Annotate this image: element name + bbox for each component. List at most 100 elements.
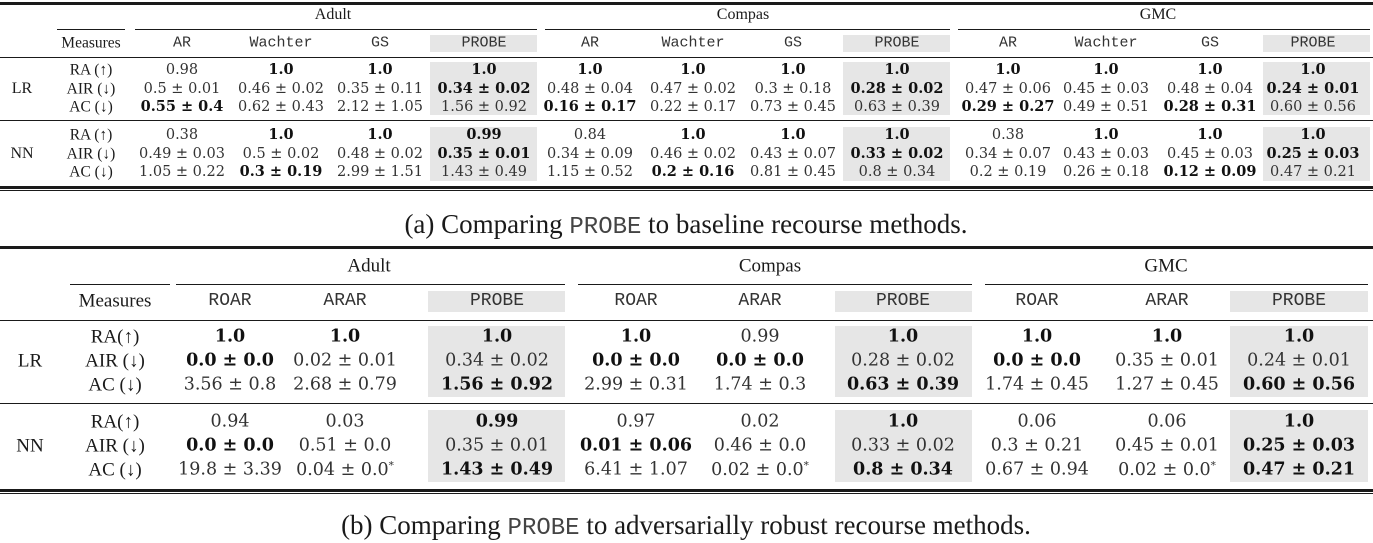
midrule [0,120,1373,122]
table-cell: 0.34 ± 0.07 [965,145,1051,162]
caption-prefix: (a) Comparing [404,209,570,239]
table-cell: 1.43 ± 0.49 [441,163,527,180]
model-label: NN [16,435,44,457]
cmidrule-adult [176,284,565,286]
table-cell: 0.2 ± 0.16 [651,162,735,180]
table-cell: 0.38 [991,126,1025,143]
table-cell: 1.0 [367,125,393,143]
highlight-header-adult [428,291,565,312]
highlight-header-gmc [1230,291,1368,312]
table-cell: 0.35 ± 0.01 [437,144,531,162]
caption-a: (a) Comparing PROBE to baseline recourse… [404,211,967,240]
measure-label: AIR (↓) [66,145,116,163]
table-cell: 1.0 [887,326,919,347]
measure-label: AIR (↓) [85,350,145,372]
caption-b: (b) Comparing PROBE to adversarially rob… [341,512,1031,541]
table-cell: 0.28 ± 0.02 [851,350,955,371]
cmidrule-compas [545,29,950,31]
table-cell: 6.41 ± 1.07 [584,459,688,480]
table-cell: 1.27 ± 0.45 [1115,374,1219,395]
table-cell: 1.0 [471,60,497,78]
measure-label: RA(↑) [90,326,140,348]
table-cell: 0.0 ± 0.0 [716,350,804,371]
table-cell: 0.35 ± 0.01 [445,435,549,456]
top-rule [0,2,1373,5]
measure-label: AC (↓) [69,163,113,181]
table-cell: 1.0 [1283,411,1315,432]
table-cell: 1.0 [680,125,706,143]
method-header: PROBE [461,34,507,52]
method-header: ROAR [208,291,252,311]
table-cell: 2.99 ± 1.51 [337,163,423,180]
measure-label: AC (↓) [88,374,142,396]
table-cell: 0.34 ± 0.02 [437,79,531,97]
table-cell: 0.12 ± 0.09 [1163,162,1257,180]
measure-label: AIR (↓) [85,435,145,457]
table-cell: 1.0 [214,326,246,347]
model-label: NN [10,145,34,162]
dataset-header: GMC [1139,6,1177,23]
caption-method: PROBE [569,214,642,241]
table-cell: 1.0 [884,125,910,143]
table-cell: 0.2 ± 0.19 [969,163,1047,180]
table-cell: 3.56 ± 0.8 [183,374,277,395]
table-cell: 0.45 ± 0.03 [1063,80,1149,97]
measure-label: AC (↓) [88,459,142,481]
highlight-column-compas [843,62,950,115]
highlight-column-adult [428,410,565,482]
table-cell: 0.62 ± 0.43 [238,98,324,115]
table-cell: 0.63 ± 0.39 [846,374,960,395]
cmidrule-compas [578,284,972,286]
table-cell: 1.0 [1283,326,1315,347]
footnote-marker: * [803,459,809,472]
table-cell: 1.0 [995,60,1021,78]
model-label: LR [17,350,43,372]
highlight-column-adult [428,326,565,397]
table-cell: 0.38 [165,126,199,143]
bottom-rule-inner [0,492,1373,494]
model-label: LR [11,80,33,97]
table-cell: 0.3 ± 0.21 [990,435,1084,456]
dataset-header: Adult [314,6,352,23]
table-cell: 1.0 [577,60,603,78]
dataset-header: Compas [738,255,802,277]
footnote-marker: * [388,459,394,472]
table-cell: 19.8 ± 3.39 [178,459,282,480]
table-cell: 0.46 ± 0.0 [713,435,807,456]
table-cell: 0.47 ± 0.06 [965,80,1051,97]
bottom-rule [0,186,1373,189]
method-header: GS [783,34,803,52]
table-cell: 1.0 [1300,125,1326,143]
table-cell: 0.48 ± 0.02 [337,145,423,162]
table-cell: 0.06 [1147,411,1187,432]
measure-label: RA(↑) [90,411,140,433]
table-cell: 0.5 ± 0.02 [242,145,320,162]
highlight-column-compas [843,127,950,181]
table-cell: 0.24 ± 0.01 [1266,79,1360,97]
method-header: PROBE [469,291,525,311]
table-cell: 2.99 ± 0.31 [584,374,688,395]
table-cell: 0.3 ± 0.19 [239,162,323,180]
table-cell: 1.0 [1093,60,1119,78]
table-cell: 1.56 ± 0.92 [441,98,527,115]
table-cell: 0.43 ± 0.03 [1063,145,1149,162]
table-cell: 1.0 [481,326,513,347]
table-cell: 1.0 [780,125,806,143]
table-cell: 0.81 ± 0.45 [750,163,836,180]
highlight-column-gmc [1230,326,1368,397]
table-cell: 0.48 ± 0.04 [547,80,633,97]
table-cell: 0.8 ± 0.34 [858,163,936,180]
table-cell: 0.26 ± 0.18 [1063,163,1149,180]
table-cell: 0.46 ± 0.02 [238,80,324,97]
highlight-column-gmc [1263,62,1370,115]
table-cell: 0.02 ± 0.01 [293,350,397,371]
method-header: Wachter [249,34,313,52]
table-cell: 1.0 [620,326,652,347]
cmidrule-gmc [985,284,1368,286]
highlight-header-compas [843,35,950,52]
table-cell: 0.35 ± 0.11 [337,80,423,97]
table-cell: 1.15 ± 0.52 [547,163,633,180]
midrule [0,320,1373,322]
caption-prefix: (b) Comparing [341,510,508,540]
table-cell: 0.24 ± 0.01 [1247,350,1351,371]
